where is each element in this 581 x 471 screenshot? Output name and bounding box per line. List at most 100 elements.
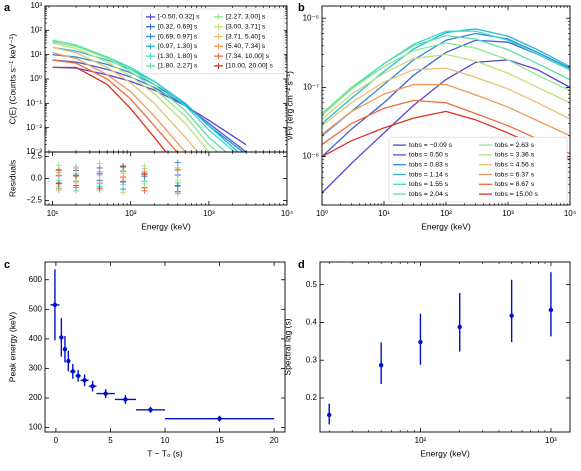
point xyxy=(75,373,81,379)
series-line xyxy=(52,39,219,152)
y-tick-label: 10³ xyxy=(30,1,42,10)
point xyxy=(509,313,514,318)
y-axis-label: C(E) (Counts s⁻¹ keV⁻¹) xyxy=(7,33,17,124)
residual-point xyxy=(73,184,80,191)
y-tick-label: −2.5 xyxy=(26,196,42,205)
y-axis-label: Peak energy (keV) xyxy=(7,312,17,383)
legend-box xyxy=(141,8,285,75)
y-tick-label: 0.3 xyxy=(306,355,318,364)
legend-label: tobs = 4.56 s xyxy=(495,161,535,168)
legend-label: tobs = 3.36 s xyxy=(495,152,535,159)
x-tick-label: 15 xyxy=(215,436,224,445)
point xyxy=(378,362,384,368)
legend-label: [1.80, 2.27] s xyxy=(158,63,198,70)
series-line xyxy=(52,39,228,152)
x-tick-label: 10² xyxy=(415,436,427,445)
legend-label: tobs = 1.55 s xyxy=(409,181,449,188)
point xyxy=(82,378,87,383)
y-tick-label: 400 xyxy=(29,334,43,343)
residual-point xyxy=(141,171,148,178)
residual-point xyxy=(96,160,103,167)
y-tick-label: 0.0 xyxy=(31,174,43,183)
point xyxy=(66,358,71,364)
point xyxy=(217,416,222,421)
panel-label: a xyxy=(4,2,11,14)
point xyxy=(418,339,423,345)
residual-point xyxy=(120,189,127,196)
residual-point xyxy=(120,164,127,171)
legend-label: [10.00, 20.00] s xyxy=(226,63,273,70)
x-tick-label: 10⁴ xyxy=(281,209,294,218)
legend-label: tobs = 1.14 s xyxy=(409,171,449,178)
series-line xyxy=(322,53,570,120)
y-axis-label: νFν (erg cm⁻² s⁻¹) xyxy=(284,71,294,140)
plot-area xyxy=(50,269,275,422)
panel-label: c xyxy=(4,259,10,271)
x-axis-label: Energy (keV) xyxy=(141,221,191,231)
legend-label: tobs = 2.04 s xyxy=(409,191,449,198)
y-tick-label: 10⁻³ xyxy=(26,147,42,156)
series-line xyxy=(322,42,570,116)
point xyxy=(148,407,153,413)
series-line xyxy=(322,30,570,116)
legend-label: tobs = 15.00 s xyxy=(495,191,538,198)
residual-point xyxy=(141,187,148,194)
y-tick-label: 10⁻⁷ xyxy=(303,83,319,92)
residual-point xyxy=(141,163,148,170)
axes-frame xyxy=(44,151,288,206)
point xyxy=(548,307,554,313)
series-line xyxy=(52,42,210,152)
y-tick-label: 10⁻⁸ xyxy=(303,152,320,161)
y-axis-label: Residuals xyxy=(7,160,17,197)
legend-label: tobs = 0.83 s xyxy=(409,161,449,168)
residual-point xyxy=(120,178,127,185)
x-tick-label: 10² xyxy=(440,209,452,218)
y-tick-label: 10⁰ xyxy=(30,74,42,83)
legend-label: [2.27, 3.00] s xyxy=(226,14,266,21)
x-tick-label: 5 xyxy=(108,436,113,445)
x-tick-label: 20 xyxy=(270,436,279,445)
legend-label: [-0.50, 0.32] s xyxy=(158,14,200,21)
series-line xyxy=(322,67,570,127)
y-tick-label: 10⁻¹ xyxy=(26,98,42,107)
x-tick-label: 0 xyxy=(54,436,59,445)
panel-label: b xyxy=(298,2,305,14)
plot-area xyxy=(52,39,247,152)
x-tick-label: 10³ xyxy=(545,436,557,445)
legend-label: [0.97, 1.30] s xyxy=(158,43,198,50)
y-tick-label: 0.2 xyxy=(306,393,318,402)
legend-label: [5.40, 7.34] s xyxy=(226,43,266,50)
y-tick-label: 500 xyxy=(29,304,43,313)
x-tick-label: 10¹ xyxy=(47,209,59,218)
point xyxy=(90,383,95,389)
x-tick-label: 10² xyxy=(125,209,137,218)
legend-label: tobs = −0.09 s xyxy=(409,142,453,149)
residual-point xyxy=(55,162,62,169)
x-axis-label: Energy (keV) xyxy=(421,221,471,231)
x-tick-label: 10³ xyxy=(203,209,215,218)
axes-frame xyxy=(319,261,571,433)
series-line xyxy=(52,46,199,152)
legend-label: tobs = 8.67 s xyxy=(495,181,535,188)
legend-label: tobs = 0.50 s xyxy=(409,152,449,159)
point xyxy=(327,412,332,418)
axes-frame xyxy=(44,261,286,433)
residual-point xyxy=(96,170,103,177)
x-axis-label: T − T₀ (s) xyxy=(147,448,183,458)
series-line xyxy=(322,59,570,194)
legend-label: [3.00, 3.71] s xyxy=(226,23,266,30)
point xyxy=(70,369,76,374)
y-axis-label: Spectral lag (s) xyxy=(282,318,292,375)
residual-point xyxy=(73,165,80,172)
point xyxy=(123,397,128,402)
legend-box xyxy=(388,136,568,203)
plot-area xyxy=(327,272,554,425)
legend-label: [0.32, 0.69] s xyxy=(158,23,198,30)
residual-point xyxy=(174,166,181,173)
y-tick-label: 0.5 xyxy=(306,280,318,289)
residual-point xyxy=(73,172,80,179)
y-tick-label: 2.5 xyxy=(31,152,43,161)
legend-label: [0.69, 0.97] s xyxy=(158,33,198,40)
point xyxy=(62,347,68,352)
